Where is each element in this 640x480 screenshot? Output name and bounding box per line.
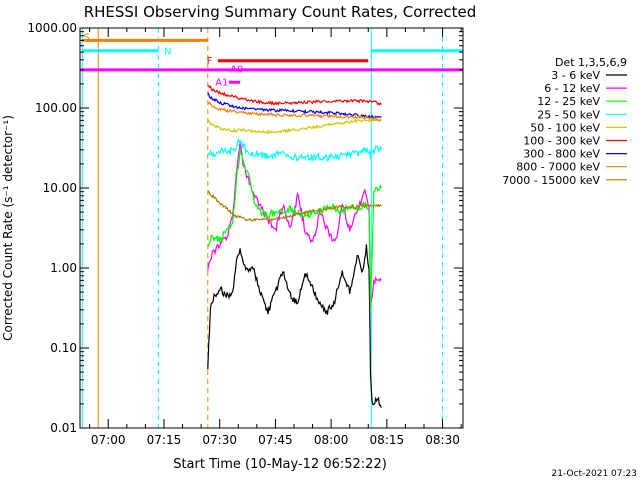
legend-entry-label: 800 - 7000 keV — [516, 161, 600, 174]
x-tick-label: 07:45 — [258, 433, 293, 447]
x-tick-label: 08:30 — [425, 433, 460, 447]
legend-entry-label: 50 - 100 keV — [530, 121, 600, 134]
legend-entry-label: 12 - 25 keV — [537, 95, 600, 108]
series-line-3 — [207, 138, 382, 162]
legend-entry-label: 7000 - 15000 keV — [502, 174, 600, 187]
flag-label-n: N — [164, 47, 171, 58]
x-tick-label: 07:15 — [147, 433, 182, 447]
y-tick-label: 1.00 — [50, 261, 77, 275]
y-tick-label: 1000.00 — [27, 21, 77, 35]
x-tick-label: 07:00 — [91, 433, 126, 447]
legend-entry-label: 100 - 300 keV — [523, 135, 600, 148]
footer-timestamp: 21-Oct-2021 07:23 — [552, 469, 637, 479]
x-tick-label: 08:00 — [314, 433, 349, 447]
y-tick-label: 100.00 — [35, 101, 77, 115]
y-tick-label: 0.10 — [50, 341, 77, 355]
y-axis-label: Corrected Count Rate (s⁻¹ detector⁻¹) — [1, 115, 15, 341]
x-axis-label: Start Time (10-May-12 06:52:22) — [173, 457, 387, 472]
flag-label-f: F — [207, 56, 213, 67]
axes: 1000.00 100.00 10.00 1.00 0.10 0.01 07:00 07:15… — [27, 21, 464, 447]
legend-title: Det 1,3,5,6,9 — [555, 56, 627, 69]
y-tick-label: 0.01 — [50, 421, 77, 435]
y-tick-label: 10.00 — [43, 181, 77, 195]
series-line-0 — [207, 244, 382, 408]
legend-entry-label: 300 - 800 keV — [523, 148, 600, 161]
legend-entry-label: 25 - 50 keV — [537, 108, 600, 121]
x-tick-label: 08:15 — [370, 433, 405, 447]
flag-label-a0: A0 — [230, 65, 243, 76]
legend-entry-label: 6 - 12 keV — [544, 82, 600, 95]
series-line-5 — [207, 84, 382, 106]
plot-frame — [79, 27, 464, 429]
series-line-4 — [207, 117, 382, 135]
series-line-8 — [207, 190, 382, 222]
flag-label-a1: A1 — [215, 77, 228, 88]
series-line-7 — [207, 101, 382, 122]
flag-label-s: S — [83, 33, 89, 44]
legend-entry-label: 3 - 6 keV — [551, 69, 600, 82]
chart-title: RHESSI Observing Summary Count Rates, Co… — [84, 3, 477, 21]
x-tick-label: 07:30 — [202, 433, 237, 447]
